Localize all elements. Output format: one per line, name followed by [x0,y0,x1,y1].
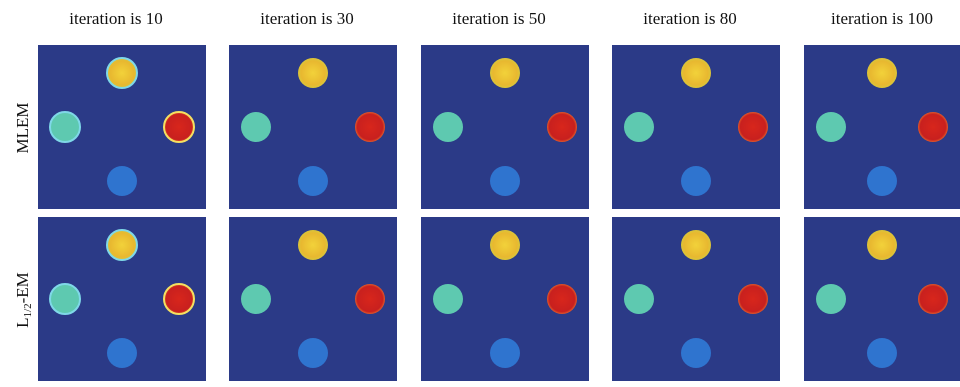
hot-spot [164,284,194,314]
row-label: MLEM [13,103,32,154]
hot-spot [355,112,385,142]
hot-spot [433,112,463,142]
row-label-rest: -EM [13,272,32,303]
hot-spot [107,230,137,260]
hot-spot [867,58,897,88]
row-label-sub: 1/2 [22,303,34,317]
hot-spot [867,230,897,260]
hot-spot [241,112,271,142]
hot-spot [490,338,520,368]
hot-spot [816,284,846,314]
hot-spot [624,112,654,142]
hot-spot [624,284,654,314]
hot-spot [738,284,768,314]
hot-spot [681,166,711,196]
hot-spot [355,284,385,314]
column-title: iteration is 80 [643,9,736,28]
hot-spot [490,230,520,260]
row-label-main: L [13,317,32,327]
hot-spot [816,112,846,142]
hot-spot [490,166,520,196]
hot-spot [681,338,711,368]
hot-spot [681,230,711,260]
hot-spot [298,166,328,196]
hot-spot [490,58,520,88]
hot-spot [50,112,80,142]
hot-spot [298,338,328,368]
hot-spot [241,284,271,314]
hot-spot [867,338,897,368]
hot-spot [164,112,194,142]
hot-spot [107,338,137,368]
hot-spot [298,230,328,260]
hot-spot [107,58,137,88]
hot-spot [107,166,137,196]
hot-spot [867,166,897,196]
hot-spot [681,58,711,88]
hot-spot [547,284,577,314]
figure: MLEM L1/2-EM iteration is 10 iteration is… [0,0,960,382]
hot-spot [547,112,577,142]
hot-spot [298,58,328,88]
column-title: iteration is 30 [260,9,353,28]
column-title: iteration is 10 [69,9,162,28]
hot-spot [918,284,948,314]
column-title: iteration is 50 [452,9,545,28]
hot-spot [738,112,768,142]
hot-spot [918,112,948,142]
hot-spot [50,284,80,314]
column-title: iteration is 100 [831,9,933,28]
row-label: L1/2-EM [13,272,34,328]
hot-spot [433,284,463,314]
